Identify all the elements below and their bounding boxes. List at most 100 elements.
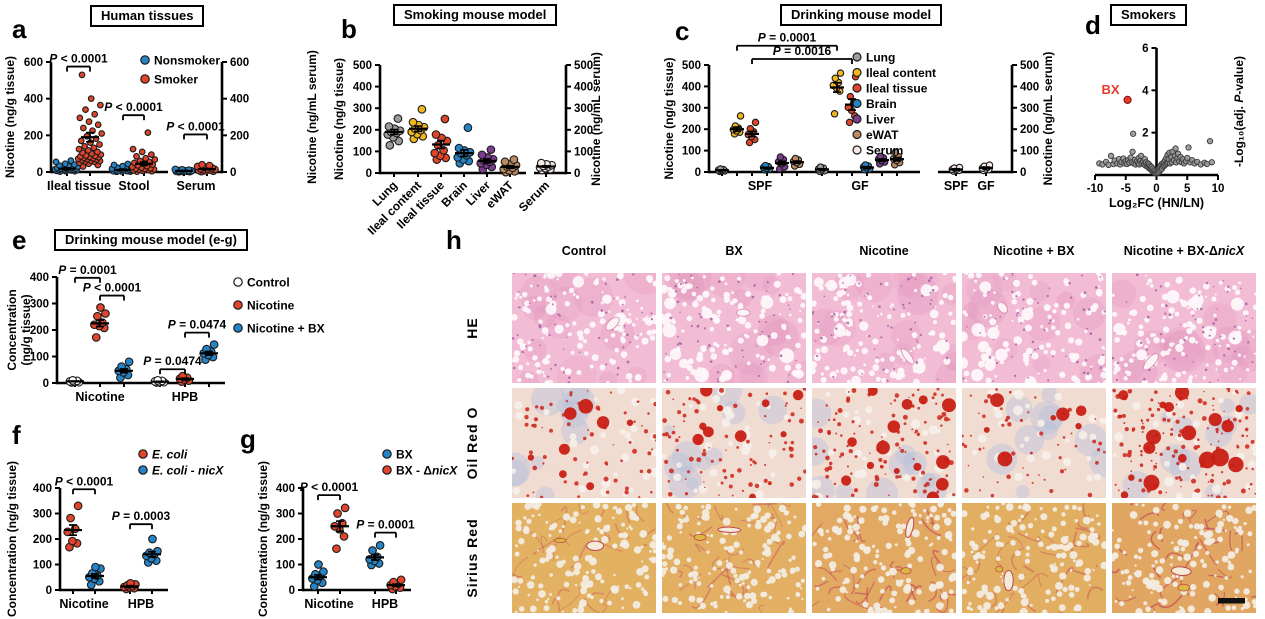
- svg-text:E. coli - nicX: E. coli - nicX: [152, 464, 224, 478]
- svg-text:0: 0: [43, 378, 49, 390]
- svg-text:eWAT: eWAT: [483, 178, 516, 211]
- panel-a-label: a: [12, 14, 27, 44]
- histology-tile-oil-2: [812, 388, 956, 498]
- svg-text:Ileal content: Ileal content: [866, 66, 936, 80]
- svg-text:Ileal tissue: Ileal tissue: [866, 82, 928, 96]
- svg-text:400: 400: [30, 272, 49, 284]
- histology-tile-sirius-0: [512, 503, 656, 613]
- svg-text:400: 400: [33, 483, 52, 495]
- svg-text:Nicotine (ng/g tissue): Nicotine (ng/g tissue): [3, 56, 17, 178]
- svg-text:Nicotine (ng/g tissue): Nicotine (ng/g tissue): [662, 57, 676, 179]
- svg-text:Nonsmoker: Nonsmoker: [154, 54, 220, 68]
- svg-text:Nicotine: Nicotine: [304, 597, 353, 611]
- histology-tile-oil-4: [1112, 388, 1256, 498]
- svg-text:0: 0: [37, 167, 43, 179]
- svg-text:P < 0.0001: P < 0.0001: [104, 100, 163, 114]
- svg-text:200: 200: [24, 130, 43, 142]
- svg-text:200: 200: [1020, 124, 1039, 136]
- histology-tile-he-4: [1112, 273, 1256, 383]
- panel-e-chart: 0 100 200 300 400 Concentration (ng/g tissue) N…: [5, 263, 325, 404]
- svg-text:Serum: Serum: [177, 179, 216, 193]
- svg-text:P = 0.0001: P = 0.0001: [58, 263, 117, 277]
- svg-text:HPB: HPB: [372, 597, 398, 611]
- svg-text:P = 0.0001: P = 0.0001: [758, 31, 817, 45]
- svg-text:300: 300: [30, 299, 49, 311]
- svg-text:300: 300: [574, 103, 593, 115]
- svg-text:0: 0: [366, 168, 372, 180]
- hist-row-label-sirius-red: Sirius Red: [464, 518, 480, 598]
- panel-f-chart: 0 100 200 300 400 Concentration (ng/g tissue)…: [5, 448, 224, 618]
- svg-text:Nicotine: Nicotine: [75, 390, 124, 404]
- svg-text:Log₂FC (HN/LN): Log₂FC (HN/LN): [1109, 196, 1204, 210]
- svg-text:100: 100: [1020, 146, 1039, 158]
- svg-text:100: 100: [30, 352, 49, 364]
- svg-text:Nicotine: Nicotine: [247, 299, 295, 313]
- svg-text:300: 300: [353, 103, 372, 115]
- svg-text:400: 400: [574, 82, 593, 94]
- svg-text:400: 400: [24, 94, 43, 106]
- svg-text:GF: GF: [851, 179, 869, 193]
- svg-text:400: 400: [682, 81, 701, 93]
- svg-text:400: 400: [230, 94, 249, 106]
- svg-text:600: 600: [230, 57, 249, 69]
- svg-text:GF: GF: [977, 179, 995, 193]
- svg-text:-Log₁₀(adj. P-value): -Log₁₀(adj. P-value): [1232, 56, 1246, 167]
- svg-text:4: 4: [1142, 85, 1149, 97]
- hist-col-header-control: Control: [561, 244, 607, 258]
- hist-col-header-nicotine: Nicotine: [859, 244, 909, 258]
- svg-text:Nicotine + BX: Nicotine + BX: [247, 322, 325, 336]
- svg-text:6: 6: [1142, 43, 1148, 55]
- svg-text:P = 0.0474: P = 0.0474: [143, 354, 202, 368]
- svg-text:Concentration (ng/g tissue): Concentration (ng/g tissue): [256, 461, 270, 617]
- panel-f-label: f: [12, 420, 21, 450]
- hist-col-header-nicotine-bx: Nicotine + BX: [993, 244, 1075, 258]
- svg-text:Concentration: Concentration: [5, 289, 19, 370]
- hist-col-header-bx: BX: [725, 244, 743, 258]
- svg-text:100: 100: [33, 560, 52, 572]
- svg-text:600: 600: [24, 57, 43, 69]
- panel-e-label: e: [12, 225, 27, 255]
- histology-tile-sirius-1: [662, 503, 806, 613]
- panel-c-title: Drinking mouse model: [780, 4, 943, 26]
- svg-text:Serum: Serum: [516, 178, 552, 214]
- hist-row-label-oil-red-o: Oil Red O: [464, 406, 480, 480]
- svg-text:P = 0.0016: P = 0.0016: [773, 44, 832, 58]
- svg-text:Ileal tissue: Ileal tissue: [47, 179, 111, 193]
- svg-text:100: 100: [574, 146, 593, 158]
- svg-text:Brain: Brain: [866, 97, 897, 111]
- histology-tile-oil-0: [512, 388, 656, 498]
- svg-text:Nicotine: Nicotine: [59, 597, 108, 611]
- svg-text:P < 0.0001: P < 0.0001: [55, 474, 114, 488]
- histology-tile-he-2: [812, 273, 956, 383]
- svg-text:200: 200: [353, 125, 372, 137]
- panel-c-label: c: [675, 16, 690, 46]
- svg-text:300: 300: [1020, 103, 1039, 115]
- svg-text:Smoker: Smoker: [154, 73, 198, 87]
- svg-text:400: 400: [353, 82, 372, 94]
- svg-text:5: 5: [1184, 183, 1191, 195]
- svg-text:HPB: HPB: [172, 390, 198, 404]
- svg-text:P < 0.0001: P < 0.0001: [49, 52, 108, 66]
- histology-tile-sirius-4: [1112, 503, 1256, 613]
- hist-col-header-nicotine-bx-dnicx: Nicotine + BX-ΔnicX: [1123, 244, 1245, 258]
- svg-text:E. coli: E. coli: [152, 448, 188, 462]
- svg-text:400: 400: [1020, 81, 1039, 93]
- svg-text:P < 0.0001: P < 0.0001: [83, 281, 142, 295]
- svg-text:0: 0: [46, 585, 52, 597]
- histology-tile-oil-3: [962, 388, 1106, 498]
- panel-a-chart: 0 0 200 200 400 400 600 600 Nicotine (ng/g tissu…: [3, 50, 319, 193]
- svg-text:0: 0: [1153, 183, 1159, 195]
- svg-text:300: 300: [276, 509, 295, 521]
- svg-text:200: 200: [574, 125, 593, 137]
- svg-text:P = 0.0001: P = 0.0001: [356, 518, 415, 532]
- svg-text:0: 0: [230, 167, 236, 179]
- panel-a-title: Human tissues: [90, 5, 205, 27]
- svg-text:Nicotine (ng/mL serum): Nicotine (ng/mL serum): [305, 50, 319, 184]
- histology-tile-sirius-3: [962, 503, 1106, 613]
- svg-text:300: 300: [682, 103, 701, 115]
- panel-b-title: Smoking mouse model: [393, 4, 558, 26]
- svg-text:Lung: Lung: [866, 51, 895, 65]
- svg-text:BX - ΔnicX: BX - ΔnicX: [396, 464, 458, 478]
- svg-text:0: 0: [289, 585, 295, 597]
